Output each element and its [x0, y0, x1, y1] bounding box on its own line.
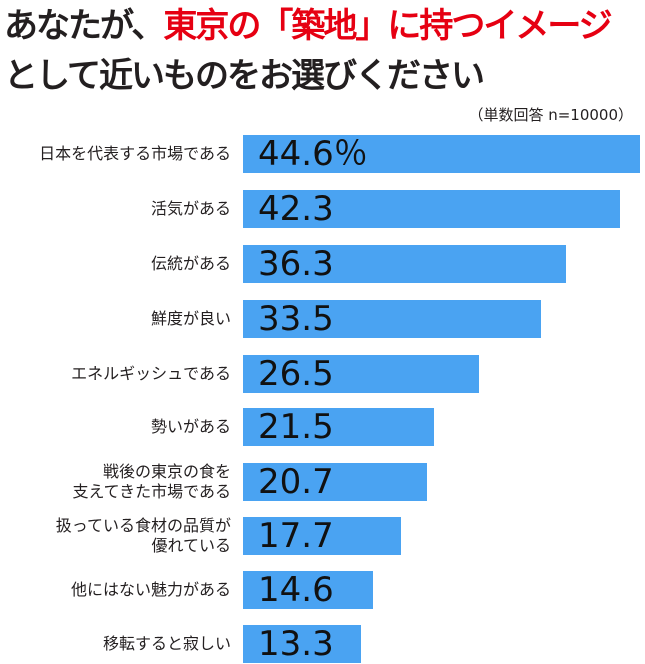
bar: [243, 300, 542, 338]
category-label: 他にはない魅力がある: [70, 580, 231, 599]
bar: [243, 517, 401, 555]
title-part-accent: 東京の「築地」に持つイメージ: [163, 6, 612, 46]
data-label: 33.5: [258, 299, 334, 339]
bar: [243, 408, 435, 446]
sample-note: （単数回答 n=10000）: [468, 106, 633, 124]
data-label: 36.3: [258, 244, 334, 284]
bar: [243, 571, 373, 609]
data-label: 17.7: [258, 516, 334, 556]
bar: [243, 463, 428, 501]
bar: [243, 245, 567, 283]
data-label: 44.6％: [258, 134, 368, 174]
data-label: 26.5: [258, 354, 334, 394]
title-part-1: あなたが、: [4, 6, 165, 46]
category-label: エネルギッシュである: [71, 364, 231, 383]
bar: [243, 355, 479, 393]
category-label: 伝統がある: [150, 254, 231, 273]
bar: [243, 625, 362, 663]
category-label: 勢いがある: [150, 417, 231, 436]
category-label: 扱っている食材の品質が 優れている: [55, 516, 231, 555]
data-label: 14.6: [258, 570, 334, 610]
data-label: 20.7: [258, 462, 334, 502]
category-label: 戦後の東京の食を 支えてきた市場である: [72, 462, 231, 501]
category-label: 鮮度が良い: [150, 309, 231, 328]
data-label: 42.3: [258, 189, 334, 229]
data-label: 21.5: [258, 407, 334, 447]
data-label: 13.3: [258, 624, 334, 664]
bar: [243, 135, 640, 173]
category-label: 日本を代表する市場である: [39, 144, 231, 163]
bar: [243, 190, 620, 228]
category-label: 移転すると寂しい: [102, 634, 231, 653]
chart-title-line-1: あなたが、東京の「築地」に持つイメージ: [4, 6, 613, 46]
chart-title-line-2: として近いものをお選びください: [4, 56, 485, 96]
category-label: 活気がある: [150, 199, 231, 218]
